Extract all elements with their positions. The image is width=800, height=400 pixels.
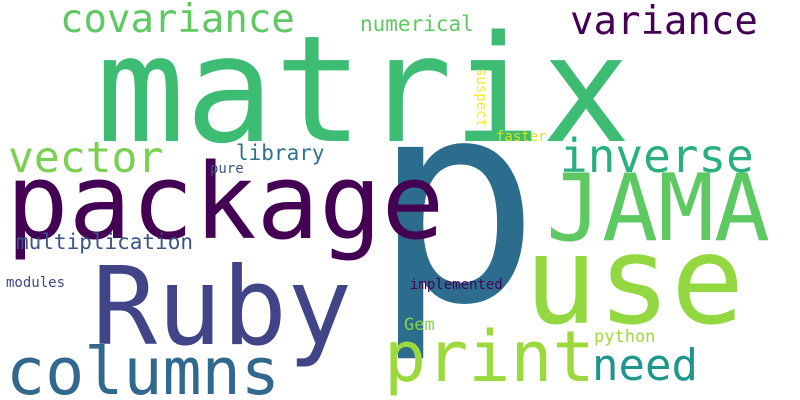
- word-implemented: implemented: [410, 277, 503, 293]
- word-numerical: numerical: [360, 12, 474, 36]
- word-vector: vector: [8, 133, 164, 183]
- word-variance: variance: [570, 0, 758, 44]
- word-faster: faster: [496, 129, 547, 145]
- word-use: use: [524, 210, 745, 352]
- word-matrix: matrix: [96, 4, 631, 176]
- word-ruby: Ruby: [92, 245, 353, 370]
- word-need: need: [592, 340, 698, 391]
- word-columns: columns: [6, 335, 280, 400]
- word-jama: JAMA: [546, 154, 770, 262]
- word-pure: pure: [210, 161, 244, 177]
- word-p: p: [372, 41, 541, 367]
- word-covariance: covariance: [60, 0, 295, 42]
- word-python: python: [594, 327, 656, 347]
- word-library: library: [236, 141, 325, 165]
- word-print: print: [384, 316, 595, 398]
- word-package: package: [6, 141, 445, 263]
- word-multiplication: multiplication: [16, 230, 194, 254]
- word-inverse: inverse: [560, 129, 754, 183]
- word-gem: Gem: [404, 315, 435, 335]
- word-suspect: suspect: [473, 68, 489, 128]
- word-modules: modules: [6, 275, 66, 291]
